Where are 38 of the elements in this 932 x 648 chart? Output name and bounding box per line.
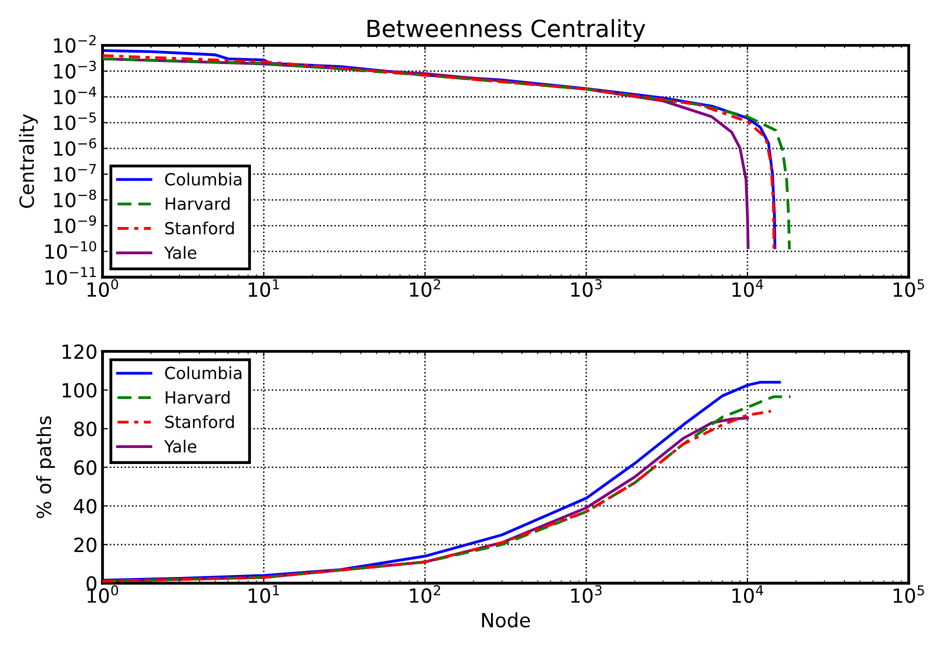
y-tick-label: 10$^{−4}$ (54, 86, 96, 104)
y-tick-label: 120 (62, 344, 96, 360)
x-tick-label: 10$^{4}$ (732, 585, 764, 603)
x-tick-label: 10$^{1}$ (248, 585, 279, 603)
x-tick-label: 10$^{3}$ (571, 279, 602, 297)
legend-label: Harvard (166, 390, 230, 404)
legend-label: Columbia (165, 366, 242, 380)
x-tick-label: 10$^{1}$ (248, 279, 279, 297)
x-axis-title: Node (482, 612, 530, 628)
y-axis-title: Centrality (19, 114, 38, 208)
x-tick-label: 10$^{5}$ (894, 279, 924, 297)
x-tick-label: 10$^{4}$ (732, 279, 764, 297)
y-tick-label: 20 (74, 538, 96, 552)
y-tick-label: 60 (74, 460, 96, 475)
y-tick-label: 80 (74, 422, 96, 436)
y-tick-label: 10$^{−6}$ (54, 138, 96, 156)
legend-label: Yale (164, 440, 196, 453)
y-tick-label: 10$^{−7}$ (54, 164, 96, 182)
legend-label: Yale (164, 246, 196, 259)
y-tick-label: 10$^{−3}$ (54, 60, 96, 79)
y-tick-label: 10$^{−10}$ (46, 241, 96, 259)
y-tick-label: 10$^{−5}$ (54, 112, 96, 130)
x-tick-label: 10$^{3}$ (571, 585, 602, 603)
chart-title: Betweenness Centrality (368, 19, 646, 42)
legend-label: Harvard (166, 197, 230, 210)
x-tick-label: 10$^{2}$ (410, 279, 440, 297)
legend-label: Columbia (165, 172, 242, 186)
y-tick-label: 100 (62, 382, 96, 398)
y-axis-title: % of paths (36, 416, 55, 518)
x-tick-label: 10$^{0}$ (88, 279, 118, 297)
y-tick-label: 10$^{−2}$ (54, 35, 96, 53)
y-tick-label: 10$^{−8}$ (54, 190, 96, 208)
y-tick-label: 40 (74, 498, 96, 514)
y-tick-label: 10$^{−9}$ (54, 215, 96, 234)
x-tick-label: 10$^{2}$ (410, 585, 440, 603)
legend-label: Stanford (165, 415, 234, 428)
legend-label: Stanford (165, 222, 234, 234)
x-tick-label: 10$^{5}$ (894, 585, 924, 603)
